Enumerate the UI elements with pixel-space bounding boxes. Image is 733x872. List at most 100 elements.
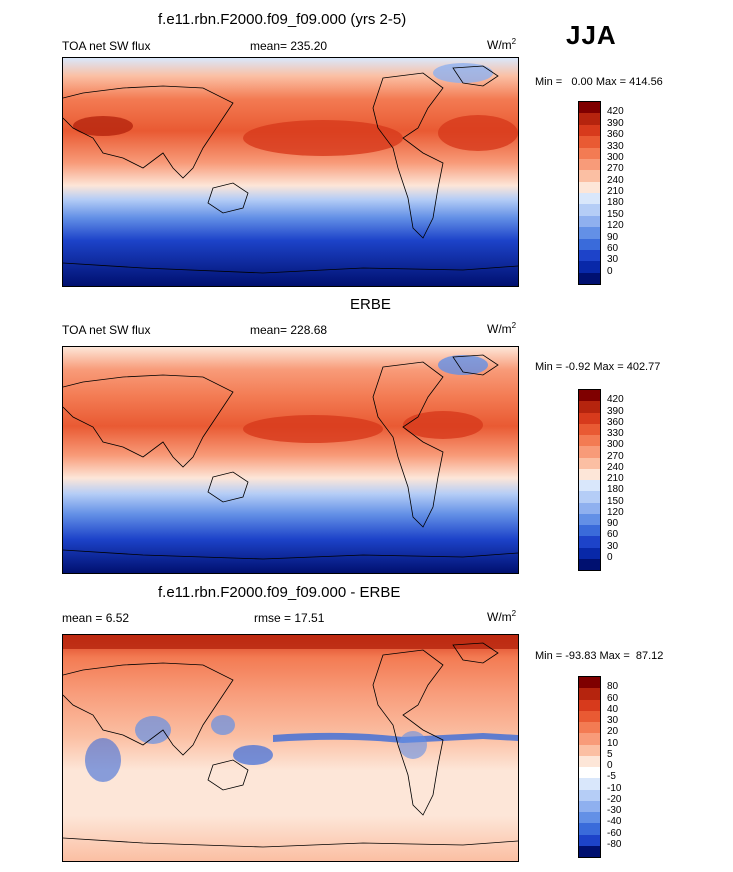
- colorbar-tick-label: 390: [607, 117, 624, 129]
- colorbar-segment: [579, 446, 600, 458]
- colorbar-tick-label: 210: [607, 186, 624, 197]
- colorbar-tick-label: -5: [607, 771, 616, 783]
- colorbar-segment: [579, 778, 600, 790]
- colorbar-tick-label: 0: [607, 551, 613, 563]
- colorbar-tick-label: 30: [607, 540, 619, 552]
- colorbar-segment: [579, 800, 600, 812]
- colorbar-tick-label: 30: [607, 254, 619, 266]
- colorbar-segment: [579, 158, 600, 171]
- colorbar-segment: [579, 744, 600, 756]
- colorbar-segment: [579, 468, 600, 480]
- panel1-mean-label: mean= 235.20: [250, 39, 328, 53]
- colorbar-segment: [579, 558, 600, 570]
- colorbar-segment: [579, 480, 600, 492]
- colorbar-tick-label: 120: [607, 506, 624, 518]
- panel2-colorbar: [578, 389, 601, 571]
- colorbar-tick-label: -40: [607, 816, 622, 828]
- colorbar-segment: [579, 688, 600, 700]
- colorbar-tick-label: 300: [607, 151, 624, 163]
- panel3-title: f.e11.rbn.F2000.f09_f09.000 - ERBE: [158, 584, 401, 601]
- colorbar-tick-label: 150: [607, 208, 624, 220]
- colorbar-tick-label: 0: [607, 265, 613, 277]
- colorbar-tick-label: 90: [607, 231, 619, 243]
- colorbar-tick-label: 330: [607, 428, 624, 439]
- panel2-variable-label: TOA net SW flux: [62, 323, 151, 337]
- colorbar-segment: [579, 502, 600, 514]
- colorbar-segment: [579, 733, 600, 745]
- colorbar-segment: [579, 181, 600, 193]
- colorbar-segment: [579, 525, 600, 537]
- colorbar-segment: [579, 215, 600, 228]
- colorbar-tick-label: 240: [607, 174, 624, 186]
- colorbar-segment: [579, 457, 600, 469]
- colorbar-tick-label: 150: [607, 495, 624, 507]
- colorbar-tick-label: 10: [607, 737, 619, 749]
- colorbar-segment: [579, 238, 600, 250]
- colorbar-segment: [579, 423, 600, 435]
- colorbar-segment: [579, 249, 600, 262]
- panel1-units: W/m2: [487, 37, 517, 52]
- colorbar-segment: [579, 513, 600, 525]
- panel2-mean-label: mean= 228.68: [250, 323, 328, 337]
- colorbar-tick-label: 60: [607, 692, 619, 704]
- colorbar-tick-label: 270: [607, 163, 624, 175]
- panel3-colorbar: [578, 676, 601, 858]
- panel1-colorbar: [578, 101, 601, 285]
- colorbar-tick-label: 240: [607, 461, 624, 473]
- colorbar-tick-label: -10: [607, 782, 622, 794]
- colorbar-segment: [579, 272, 600, 284]
- colorbar-segment: [579, 435, 600, 447]
- colorbar-segment: [579, 547, 600, 559]
- colorbar-segment: [579, 710, 600, 722]
- panel2-title: ERBE: [350, 296, 391, 313]
- colorbar-segment: [579, 722, 600, 734]
- colorbar-tick-label: 180: [607, 197, 624, 209]
- panel3-minmax: Min = -93.83 Max = 87.12: [535, 650, 664, 662]
- colorbar-segment: [579, 401, 600, 413]
- colorbar-tick-label: 40: [607, 703, 619, 715]
- colorbar-segment: [579, 536, 600, 548]
- colorbar-segment: [579, 677, 600, 689]
- colorbar-segment: [579, 147, 600, 159]
- colorbar-segment: [579, 193, 600, 205]
- colorbar-tick-label: -20: [607, 793, 622, 805]
- colorbar-tick-label: 420: [607, 106, 624, 118]
- panel2-units: W/m2: [487, 321, 517, 336]
- colorbar-tick-label: 360: [607, 416, 624, 428]
- colorbar-tick-label: -60: [607, 827, 622, 839]
- panel3-mean-label: mean = 6.52: [62, 611, 130, 625]
- panel2-minmax: Min = -0.92 Max = 402.77: [535, 361, 661, 373]
- colorbar-segment: [579, 789, 600, 801]
- colorbar-tick-label: 20: [607, 726, 619, 738]
- colorbar-segment: [579, 834, 600, 846]
- colorbar-tick-label: 390: [607, 405, 624, 417]
- panel2-map: [62, 346, 519, 574]
- colorbar-segment: [579, 699, 600, 711]
- colorbar-segment: [579, 170, 600, 182]
- colorbar-segment: [579, 767, 600, 779]
- colorbar-segment: [579, 845, 600, 857]
- panel3-units: W/m2: [487, 609, 517, 624]
- colorbar-tick-label: 180: [607, 484, 624, 496]
- colorbar-segment: [579, 812, 600, 824]
- colorbar-tick-label: 80: [607, 681, 619, 693]
- colorbar-segment: [579, 755, 600, 767]
- colorbar-segment: [579, 227, 600, 239]
- panel1-variable-label: TOA net SW flux: [62, 39, 151, 53]
- colorbar-segment: [579, 390, 600, 402]
- colorbar-segment: [579, 823, 600, 835]
- colorbar-tick-label: -30: [607, 805, 622, 816]
- colorbar-segment: [579, 136, 600, 148]
- colorbar-segment: [579, 261, 600, 273]
- colorbar-tick-label: -80: [607, 838, 622, 850]
- season-label: JJA: [566, 20, 617, 50]
- colorbar-segment: [579, 412, 600, 424]
- colorbar-tick-label: 30: [607, 715, 619, 726]
- colorbar-tick-label: 270: [607, 450, 624, 462]
- colorbar-tick-label: 90: [607, 518, 619, 529]
- panel1-map: [62, 57, 519, 287]
- colorbar-tick-label: 330: [607, 140, 624, 152]
- colorbar-tick-label: 210: [607, 473, 624, 484]
- colorbar-tick-label: 60: [607, 242, 619, 254]
- panel1-title: f.e11.rbn.F2000.f09_f09.000 (yrs 2-5): [158, 11, 407, 28]
